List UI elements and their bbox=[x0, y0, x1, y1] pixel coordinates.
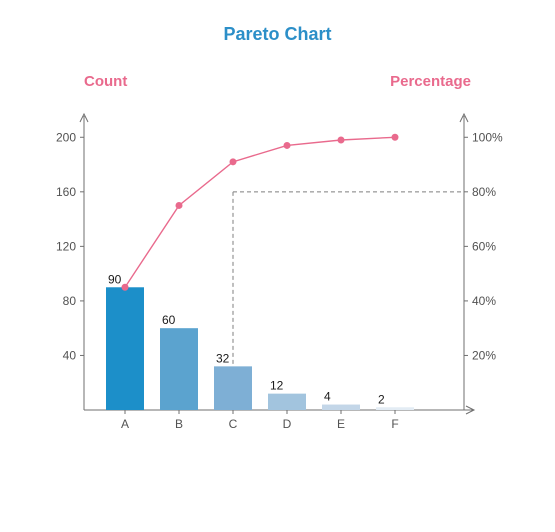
cumulative-marker bbox=[229, 158, 236, 165]
bar-value-label: 32 bbox=[216, 351, 230, 365]
cumulative-marker bbox=[391, 134, 398, 141]
bar bbox=[214, 366, 252, 410]
bar-value-label: 90 bbox=[108, 272, 122, 286]
ytick-right-label: 20% bbox=[472, 348, 496, 362]
cumulative-line bbox=[125, 137, 395, 287]
bar-value-label: 12 bbox=[270, 379, 284, 393]
ytick-right-label: 40% bbox=[472, 294, 496, 308]
left-axis-label: Count bbox=[84, 73, 127, 90]
category-label: A bbox=[120, 417, 128, 431]
right-axis-label: Percentage bbox=[390, 73, 471, 90]
ytick-left-label: 200 bbox=[55, 130, 75, 144]
bar bbox=[106, 287, 144, 410]
bar bbox=[160, 328, 198, 410]
cumulative-marker bbox=[337, 137, 344, 144]
ytick-left-label: 80 bbox=[62, 294, 76, 308]
cumulative-marker bbox=[121, 284, 128, 291]
category-label: F bbox=[391, 417, 398, 431]
bar-value-label: 4 bbox=[324, 390, 331, 404]
bar bbox=[376, 407, 414, 410]
bar-value-label: 2 bbox=[378, 392, 385, 406]
axis-labels-row: Count Percentage bbox=[30, 73, 525, 90]
bar bbox=[322, 405, 360, 410]
category-label: C bbox=[228, 417, 237, 431]
ytick-left-label: 120 bbox=[55, 239, 75, 253]
ytick-right-label: 60% bbox=[472, 239, 496, 253]
ytick-left-label: 40 bbox=[62, 348, 76, 362]
bar-value-label: 60 bbox=[162, 313, 176, 327]
pareto-chart: 40 80 120 160 200 20% 40% 60% 80% 100% 90 60 32 12 4 2 A… bbox=[36, 94, 520, 440]
category-label: B bbox=[174, 417, 182, 431]
category-label: E bbox=[336, 417, 344, 431]
bar bbox=[268, 394, 306, 410]
cumulative-marker bbox=[283, 142, 290, 149]
ytick-right-label: 80% bbox=[472, 185, 496, 199]
ytick-right-label: 100% bbox=[472, 130, 503, 144]
category-label: D bbox=[282, 417, 291, 431]
chart-title: Pareto Chart bbox=[30, 24, 525, 45]
cumulative-marker bbox=[175, 202, 182, 209]
ytick-left-label: 160 bbox=[55, 185, 75, 199]
